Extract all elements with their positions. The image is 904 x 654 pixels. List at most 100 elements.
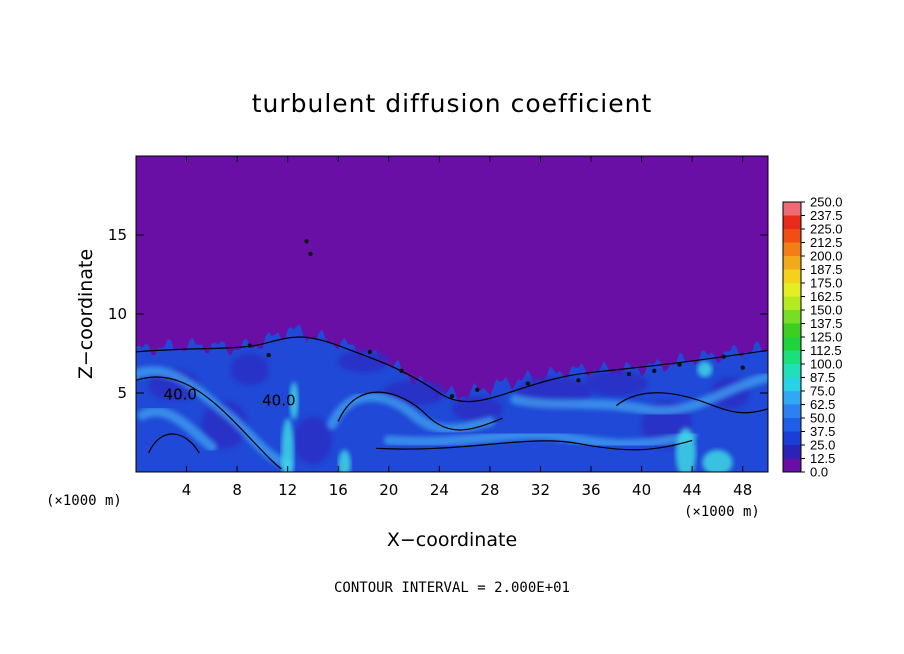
colorbar-swatch [783,215,801,229]
high-value-filament [383,429,698,450]
eddy-marker [576,378,581,383]
colorbar-swatch [783,364,801,378]
plot-area: 40.0 40.0 [136,156,768,472]
eddy-marker [266,352,271,358]
eddy-marker [626,371,632,377]
colorbar-label: 150.0 [810,303,843,318]
eddy-marker [525,381,531,386]
colorbar-swatch [783,296,801,310]
x-tick-label: 32 [531,481,550,499]
colorbar-label: 50.0 [810,411,835,426]
hot-column [702,449,733,472]
colorbar: 0.012.525.037.550.062.575.087.5100.0112.… [782,195,843,480]
colorbar-swatch [783,431,801,445]
y-axis: 5 10 15 [108,226,768,402]
y-axis-label: Z−coordinate [75,249,97,379]
low-value-patch [294,416,332,465]
eddy-marker [399,368,404,374]
chart-title: turbulent diffusion coefficient [252,89,653,118]
colorbar-label: 100.0 [810,357,843,372]
colorbar-swatch [783,256,801,270]
eddy-marker [652,368,657,374]
low-value-patch [452,396,503,422]
hot-column [289,381,299,420]
contour-line [148,433,200,454]
contour-label: 40.0 [164,385,197,403]
colorbar-label: 225.0 [810,222,843,237]
high-value-filament [137,406,217,452]
colorbar-label: 212.5 [810,235,843,250]
low-value-patch [584,370,648,397]
colorbar-swatch [783,229,801,243]
eddy-marker [304,239,309,244]
colorbar-swatch [783,377,801,391]
hot-column [338,449,351,472]
colorbar-label: 12.5 [810,451,835,466]
colorbar-swatch [783,242,801,256]
diffusion-field: 40.0 40.0 [136,239,768,472]
colorbar-label: 25.0 [810,438,835,453]
x-tick-label: 24 [430,481,449,499]
hot-column [281,418,294,472]
colorbar-label: 112.5 [810,343,842,358]
colorbar-label: 75.0 [810,384,835,399]
x-tick-label: 16 [329,481,348,499]
colorbar-label: 62.5 [810,397,835,412]
eddy-marker [367,349,373,355]
colorbar-label: 250.0 [810,195,843,210]
x-tick-label: 48 [733,481,752,499]
x-tick-label: 44 [683,481,702,499]
colorbar-label: 187.5 [810,262,843,277]
colorbar-label: 0.0 [810,465,828,480]
z-unit-label: (×1000 m) [46,493,122,509]
eddy-marker [449,393,455,399]
eddy-marker [677,362,682,367]
colorbar-label: 137.5 [810,316,843,331]
y-tick-label: 10 [108,305,127,323]
colorbar-swatch [783,283,801,297]
x-tick-label: 36 [581,481,600,499]
low-value-patch [230,353,269,386]
x-tick-label: 28 [480,481,499,499]
colorbar-swatch [783,445,801,459]
colorbar-label: 175.0 [810,276,843,291]
colorbar-swatch [783,458,801,472]
colorbar-swatch [783,202,801,216]
colorbar-label: 125.0 [810,330,843,345]
y-tick-label: 15 [108,226,127,244]
x-tick-label: 8 [232,481,242,499]
x-tick-label: 20 [379,481,398,499]
x-tick-label: 12 [278,481,297,499]
contour-line [136,376,282,470]
y-tick-label: 5 [117,384,127,402]
contour-label: 40.0 [262,392,295,410]
hot-column [675,427,696,472]
contour-line [337,391,503,431]
contour-interval-note: CONTOUR INTERVAL = 2.000E+01 [334,580,570,596]
contour-line [376,439,693,451]
eddy-marker [308,251,313,257]
high-value-filament [510,372,768,416]
colorbar-swatch [783,323,801,337]
colorbar-label: 162.5 [810,289,843,304]
colorbar-label: 87.5 [810,370,835,385]
colorbar-swatch [783,418,801,432]
x-tick-label: 4 [182,481,192,499]
colorbar-swatch [783,310,801,324]
colorbar-label: 37.5 [810,424,835,439]
low-value-patch [338,350,389,373]
x-axis-label: X−coordinate [387,529,517,551]
colorbar-swatch [783,350,801,364]
x-tick-label: 40 [632,481,651,499]
x-unit-label: (×1000 m) [684,504,760,520]
eddy-marker [247,343,252,348]
colorbar-label: 200.0 [810,249,843,264]
low-value-patch [201,400,248,449]
colorbar-swatch [783,404,801,418]
eddy-marker [721,354,726,359]
colorbar-swatch [783,391,801,405]
colorbar-swatch [783,337,801,351]
hot-column [697,361,713,378]
eddy-marker [475,387,480,393]
